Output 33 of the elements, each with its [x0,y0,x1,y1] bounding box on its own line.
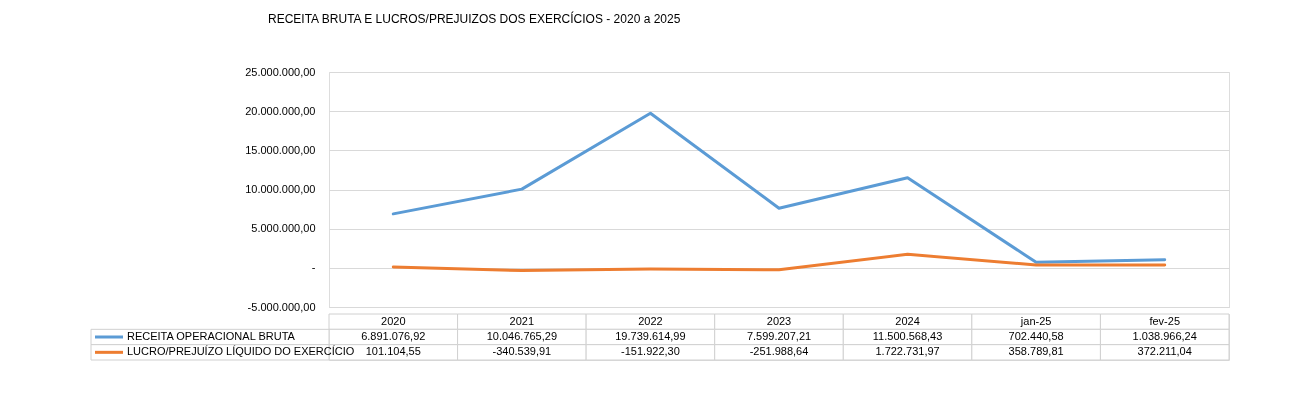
x-tick-label: 2023 [766,314,792,327]
y-tick-label: 10.000.000,00 [245,183,316,195]
line-series [391,252,1167,272]
x-tick-label: 2022 [638,314,663,327]
chart-title: RECEITA BRUTA E LUCROS/PREJUIZOS DOS EXERCÍCIOS - 2020 a 2025 [268,10,681,26]
y-tick-label: 15.000.000,00 [245,143,316,156]
x-tick-label: 2020 [381,314,406,327]
y-tick-label: -5.000.000,00 [247,300,316,313]
x-tick-label: 2024 [895,314,920,327]
x-tick-label: fev-25 [1149,314,1180,327]
data-label: 1.722.731,97 [875,345,940,358]
data-label: 19.739.614,99 [615,330,686,342]
data-label: -340.539,91 [492,345,552,358]
data-label: 702.440,58 [1008,330,1064,342]
legend-label: LUCRO/PREJUÍZO LÍQUIDO DO EXERCÍCIO [127,345,355,358]
data-label: 358.789,81 [1008,345,1064,358]
data-label: -251.988,64 [749,345,809,358]
legend-label: RECEITA OPERACIONAL BRUTA [127,330,296,342]
y-tick-label: 5.000.000,00 [251,222,316,235]
y-tick-label: 20.000.000,00 [245,104,316,117]
data-label: -151.922,30 [621,345,680,358]
data-label: 11.500.568,43 [872,330,943,342]
line-series [391,111,1167,264]
x-tick-label: jan-25 [1019,314,1052,327]
data-label: 372.211,04 [1137,345,1192,358]
x-tick-label: 2021 [509,314,535,327]
y-tick-label: 25.000.000,00 [245,65,316,78]
data-label: 101.104,55 [365,345,421,358]
y-tick-label: - [311,261,316,274]
data-label: 10.046.765,29 [486,330,558,342]
data-label: 6.891.076,92 [361,330,426,342]
data-label: 1.038.966,24 [1132,330,1197,342]
data-label: 7.599.207,21 [746,330,812,342]
